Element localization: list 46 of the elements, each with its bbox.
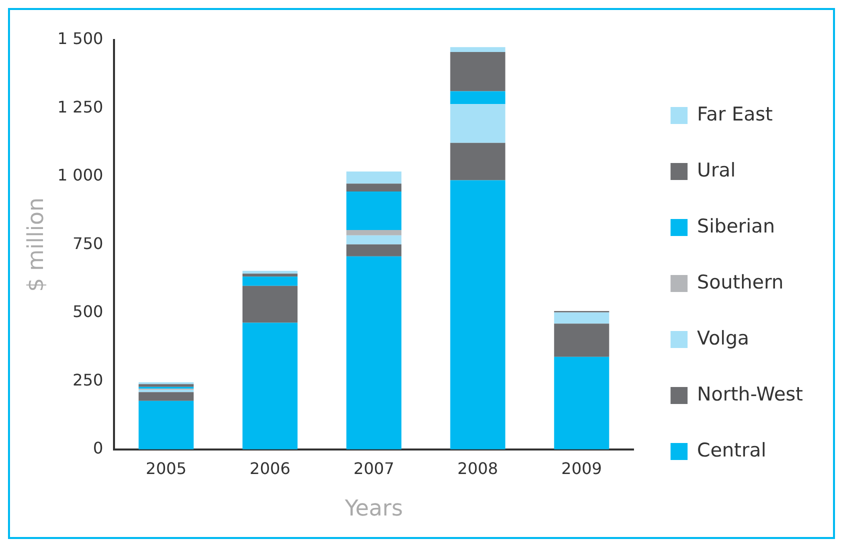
- legend-label: Far East: [697, 103, 773, 126]
- bar: [138, 384, 194, 387]
- bar: [450, 91, 506, 104]
- bar: [346, 230, 402, 236]
- x-tick-label: 2005: [146, 459, 186, 478]
- x-tick-label: 2008: [457, 459, 498, 478]
- y-tick-label: 1 500: [57, 29, 104, 48]
- bar: [346, 235, 402, 244]
- bar: [242, 274, 298, 277]
- legend-label: Siberian: [697, 215, 775, 238]
- bar: [242, 270, 298, 274]
- bar: [450, 180, 506, 450]
- y-tick-label: 500: [72, 302, 104, 322]
- bar: [138, 392, 194, 401]
- x-tick-label: 2007: [354, 459, 394, 478]
- y-tick-label: 1 000: [57, 166, 104, 185]
- bar: [554, 324, 610, 357]
- bar: [138, 390, 194, 392]
- bar: [242, 322, 298, 450]
- bar: [554, 356, 610, 450]
- bar: [450, 52, 506, 92]
- y-tick-label: 0: [93, 438, 104, 458]
- bar: [450, 104, 506, 143]
- bar: [346, 256, 402, 450]
- bar: [346, 172, 402, 184]
- bar: [242, 286, 298, 323]
- bar: [554, 312, 610, 324]
- bar: [346, 244, 402, 256]
- legend-label: Volga: [697, 327, 750, 350]
- bar: [346, 191, 402, 230]
- bar: [450, 47, 506, 52]
- bar: [346, 184, 402, 192]
- x-tick-label: 2006: [250, 459, 290, 478]
- y-tick-label: 250: [72, 370, 104, 390]
- y-axis-title: $ million: [24, 198, 49, 292]
- legend-label: Central: [697, 439, 766, 462]
- y-tick-label: 1 250: [57, 97, 104, 116]
- x-axis-title: Years: [344, 496, 403, 522]
- legend-label: Southern: [697, 271, 784, 294]
- y-tick-label: 750: [72, 234, 104, 253]
- bar: [138, 400, 194, 450]
- bar: [242, 276, 298, 286]
- legend-label: North-West: [697, 383, 804, 406]
- x-tick-label: 2009: [561, 459, 602, 478]
- legend-label: Ural: [697, 159, 736, 182]
- bar: [450, 142, 506, 180]
